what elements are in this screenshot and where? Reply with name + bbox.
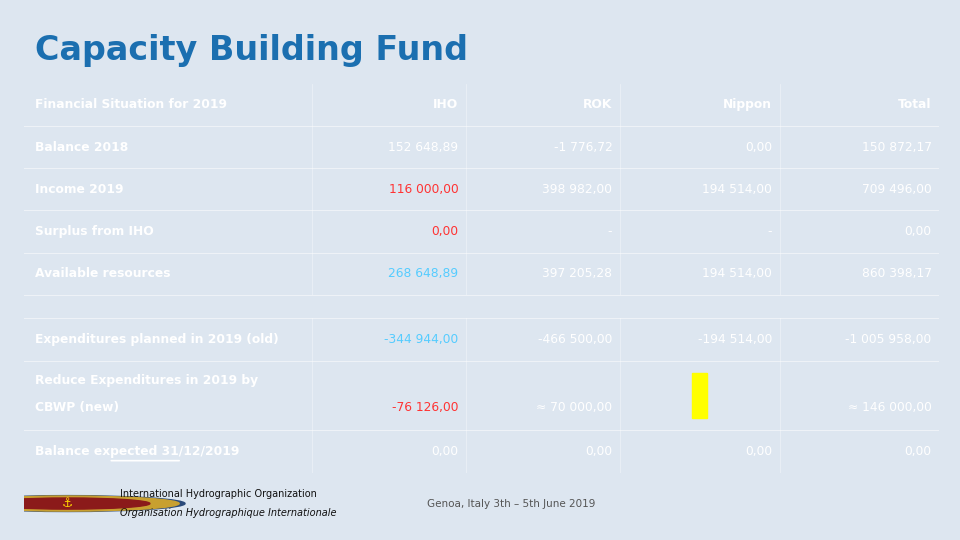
Text: Income 2019: Income 2019 bbox=[35, 183, 124, 196]
Text: 0,00: 0,00 bbox=[745, 140, 773, 153]
Text: 0,00: 0,00 bbox=[431, 225, 459, 238]
Text: 0,00: 0,00 bbox=[904, 225, 931, 238]
Text: 194 514,00: 194 514,00 bbox=[703, 183, 773, 196]
Text: Organisation Hydrographique Internationale: Organisation Hydrographique Internationa… bbox=[120, 508, 337, 518]
Text: -: - bbox=[608, 225, 612, 238]
Text: Genoa, Italy 3th – 5th June 2019: Genoa, Italy 3th – 5th June 2019 bbox=[426, 498, 595, 509]
Text: ≈ 146 000,00: ≈ 146 000,00 bbox=[848, 401, 931, 414]
Text: Capacity Building Fund: Capacity Building Fund bbox=[35, 34, 468, 67]
Circle shape bbox=[0, 496, 180, 511]
Text: ⚓: ⚓ bbox=[62, 497, 74, 510]
Text: IHO: IHO bbox=[433, 98, 459, 111]
Text: International Hydrographic Organization: International Hydrographic Organization bbox=[120, 489, 317, 500]
Text: Financial Situation for 2019: Financial Situation for 2019 bbox=[35, 98, 227, 111]
Text: 0,00: 0,00 bbox=[904, 445, 931, 458]
Text: 116 000,00: 116 000,00 bbox=[389, 183, 459, 196]
Text: 194 514,00: 194 514,00 bbox=[703, 267, 773, 280]
Text: -76 126,00: -76 126,00 bbox=[392, 401, 459, 414]
Text: Surplus from IHO: Surplus from IHO bbox=[35, 225, 154, 238]
Text: 0,00: 0,00 bbox=[745, 445, 773, 458]
Text: 0,00: 0,00 bbox=[586, 445, 612, 458]
Text: -1 776,72: -1 776,72 bbox=[554, 140, 612, 153]
Text: ≈ 70 000,00: ≈ 70 000,00 bbox=[536, 401, 612, 414]
Text: 150 872,17: 150 872,17 bbox=[861, 140, 931, 153]
Text: Available resources: Available resources bbox=[35, 267, 171, 280]
Text: Expenditures planned in 2019 (old): Expenditures planned in 2019 (old) bbox=[35, 333, 278, 346]
Text: Balance 2018: Balance 2018 bbox=[35, 140, 129, 153]
Text: 398 982,00: 398 982,00 bbox=[542, 183, 612, 196]
Text: 860 398,17: 860 398,17 bbox=[861, 267, 931, 280]
Text: -194 514,00: -194 514,00 bbox=[698, 333, 773, 346]
Text: 152 648,89: 152 648,89 bbox=[389, 140, 459, 153]
Text: -1 005 958,00: -1 005 958,00 bbox=[846, 333, 931, 346]
Circle shape bbox=[0, 496, 185, 511]
Bar bbox=[692, 373, 707, 417]
Text: 0,00: 0,00 bbox=[431, 445, 459, 458]
Text: 268 648,89: 268 648,89 bbox=[389, 267, 459, 280]
Text: -: - bbox=[768, 225, 773, 238]
Text: -344 944,00: -344 944,00 bbox=[384, 333, 459, 346]
Text: ROK: ROK bbox=[583, 98, 612, 111]
Text: Total: Total bbox=[898, 98, 931, 111]
Text: Reduce Expenditures in 2019 by: Reduce Expenditures in 2019 by bbox=[35, 374, 258, 387]
Text: Nippon: Nippon bbox=[724, 98, 773, 111]
Text: 397 205,28: 397 205,28 bbox=[542, 267, 612, 280]
Text: CBWP (new): CBWP (new) bbox=[35, 401, 119, 414]
Circle shape bbox=[0, 498, 150, 509]
Text: Balance expected 31/12/2019: Balance expected 31/12/2019 bbox=[35, 445, 239, 458]
Text: 709 496,00: 709 496,00 bbox=[862, 183, 931, 196]
Text: -466 500,00: -466 500,00 bbox=[538, 333, 612, 346]
